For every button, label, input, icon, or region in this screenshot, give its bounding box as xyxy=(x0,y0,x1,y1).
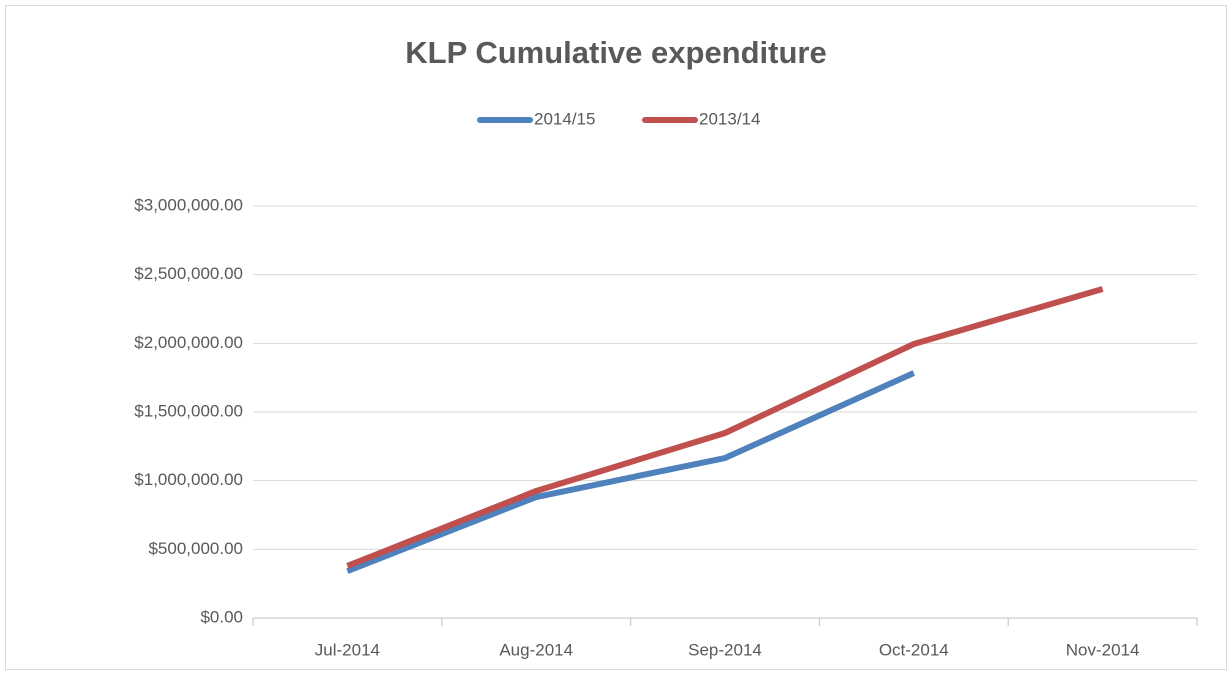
y-tick-label: $0.00 xyxy=(200,607,243,626)
chart-title: KLP Cumulative expenditure xyxy=(405,35,826,70)
x-tick-label: Oct-2014 xyxy=(879,640,949,659)
series-line xyxy=(346,286,1104,569)
y-tick-label: $1,500,000.00 xyxy=(134,401,243,420)
y-tick-label: $2,500,000.00 xyxy=(134,264,243,283)
y-tick-label: $3,000,000.00 xyxy=(134,195,243,214)
x-tick-label: Jul-2014 xyxy=(315,640,380,659)
x-tick-label: Aug-2014 xyxy=(499,640,573,659)
x-tick-label: Nov-2014 xyxy=(1066,640,1140,659)
y-tick-label: $1,000,000.00 xyxy=(134,470,243,489)
chart-border xyxy=(5,5,1227,670)
y-tick-label: $2,000,000.00 xyxy=(134,333,243,352)
series-line xyxy=(346,370,916,574)
legend-label: 2013/14 xyxy=(699,109,760,128)
legend-label: 2014/15 xyxy=(534,109,595,128)
y-tick-label: $500,000.00 xyxy=(148,539,243,558)
x-tick-label: Sep-2014 xyxy=(688,640,762,659)
